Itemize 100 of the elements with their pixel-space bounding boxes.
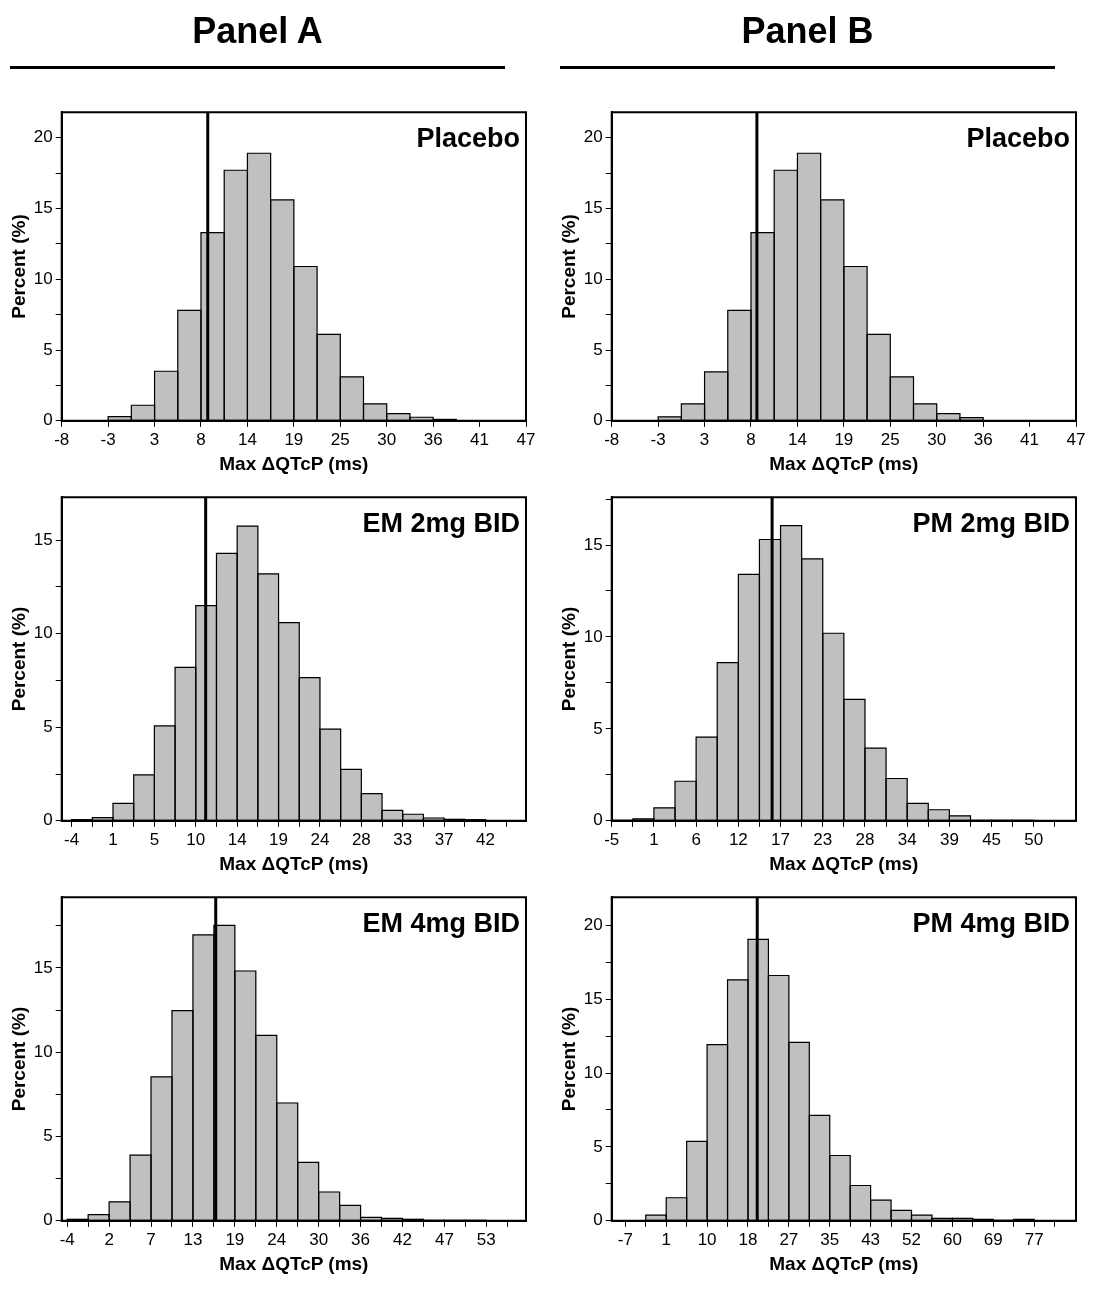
- x-tick-label: 37: [434, 829, 454, 849]
- x-tick-label: 12: [728, 829, 748, 849]
- x-tick-label: 13: [183, 1229, 203, 1249]
- x-tick-label: 14: [237, 429, 257, 449]
- x-tick-label: 36: [973, 429, 993, 449]
- x-tick-label: 25: [880, 429, 900, 449]
- y-tick-label: 10: [583, 268, 603, 288]
- x-tick-label: -3: [100, 429, 116, 449]
- x-tick-label: 42: [476, 829, 495, 849]
- y-tick-label: 20: [583, 127, 603, 147]
- x-tick-label: 8: [196, 429, 206, 449]
- x-tick-label: 45: [982, 829, 1002, 849]
- y-tick-label: 10: [33, 268, 53, 288]
- y-tick-label: 5: [593, 339, 603, 359]
- x-tick-label: 27: [779, 1229, 799, 1249]
- y-tick-label: 0: [593, 410, 603, 430]
- y-axis-title: Percent (%): [7, 214, 29, 319]
- x-tick-label: 69: [983, 1229, 1003, 1249]
- y-tick-label: 0: [43, 1210, 53, 1230]
- x-tick-label: 3: [149, 429, 160, 449]
- x-tick-label: 28: [351, 829, 371, 849]
- y-tick-label: 20: [583, 914, 603, 934]
- y-axis-title: Percent (%): [557, 606, 579, 712]
- y-tick-label: 10: [33, 623, 53, 643]
- x-tick-label: 5: [149, 829, 160, 849]
- x-tick-label: 28: [855, 829, 875, 849]
- x-tick-label: 42: [393, 1229, 412, 1249]
- x-tick-label: -8: [54, 429, 70, 449]
- x-tick-label: 47: [516, 429, 536, 449]
- x-tick-label: 19: [225, 1229, 245, 1249]
- x-tick-label: 60: [942, 1229, 962, 1249]
- x-tick-label: 10: [697, 1229, 717, 1249]
- x-tick-label: -4: [64, 829, 80, 849]
- x-tick-label: 8: [746, 429, 756, 449]
- y-tick-label: 15: [33, 198, 53, 218]
- x-axis-title: Max ΔQTcP (ms): [219, 852, 369, 874]
- x-tick-label: 10: [186, 829, 206, 849]
- x-tick-label: 19: [269, 829, 289, 849]
- y-tick-label: 10: [583, 1062, 603, 1082]
- y-axis-title: Percent (%): [557, 214, 579, 319]
- x-tick-label: 7: [146, 1229, 156, 1249]
- x-tick-label: 41: [1020, 429, 1040, 449]
- x-tick-label: 24: [310, 829, 330, 849]
- x-tick-label: 47: [1066, 429, 1086, 449]
- y-tick-label: 5: [43, 716, 53, 736]
- x-tick-label: 19: [284, 429, 304, 449]
- x-tick-label: 52: [902, 1229, 921, 1249]
- x-tick-label: 1: [108, 829, 118, 849]
- x-tick-label: 47: [434, 1229, 454, 1249]
- y-tick-label: 5: [43, 1126, 53, 1146]
- y-tick-label: 5: [593, 1136, 603, 1156]
- x-tick-label: 30: [309, 1229, 329, 1249]
- x-tick-label: 34: [897, 829, 917, 849]
- x-tick-label: 14: [787, 429, 807, 449]
- annotation: EM 4mg BID: [362, 908, 520, 939]
- x-tick-label: 18: [738, 1229, 758, 1249]
- annotation: Placebo: [416, 123, 520, 154]
- y-tick-label: 15: [33, 529, 53, 549]
- x-tick-label: -5: [604, 829, 620, 849]
- x-tick-label: 24: [267, 1229, 287, 1249]
- y-axis-title: Percent (%): [7, 1006, 29, 1112]
- annotation: EM 2mg BID: [362, 508, 520, 539]
- y-tick-label: 15: [583, 198, 603, 218]
- x-tick-label: 17: [771, 829, 790, 849]
- y-tick-label: 10: [33, 1041, 53, 1061]
- x-tick-label: -8: [604, 429, 620, 449]
- x-tick-label: 53: [476, 1229, 496, 1249]
- x-tick-label: -3: [650, 429, 666, 449]
- x-tick-label: 36: [351, 1229, 371, 1249]
- x-axis-title: Max ΔQTcP (ms): [769, 1252, 919, 1274]
- x-tick-label: 3: [699, 429, 710, 449]
- x-tick-label: 33: [393, 829, 413, 849]
- x-tick-label: 23: [813, 829, 833, 849]
- x-tick-label: 25: [330, 429, 350, 449]
- annotation: PM 4mg BID: [912, 908, 1070, 939]
- x-tick-label: 41: [470, 429, 490, 449]
- x-axis-title: Max ΔQTcP (ms): [769, 852, 919, 874]
- x-tick-label: 19: [834, 429, 854, 449]
- x-tick-label: 30: [377, 429, 397, 449]
- x-tick-label: 6: [691, 829, 701, 849]
- x-tick-label: -4: [59, 1229, 75, 1249]
- x-tick-label: 2: [104, 1229, 114, 1249]
- x-tick-label: 50: [1024, 829, 1044, 849]
- y-tick-label: 15: [33, 957, 53, 977]
- x-axis-title: Max ΔQTcP (ms): [219, 1252, 369, 1274]
- y-tick-label: 5: [593, 718, 603, 738]
- x-axis-title: Max ΔQTcP (ms): [769, 452, 919, 474]
- y-tick-label: 0: [43, 410, 53, 430]
- y-tick-label: 5: [43, 339, 53, 359]
- y-tick-label: 0: [593, 810, 603, 830]
- x-tick-label: 39: [939, 829, 959, 849]
- y-axis-title: Percent (%): [557, 1006, 579, 1112]
- x-tick-label: 30: [927, 429, 947, 449]
- y-tick-label: 15: [583, 988, 603, 1008]
- y-tick-label: 0: [43, 810, 53, 830]
- chart-title: Panel A: [10, 10, 505, 69]
- x-tick-label: 36: [423, 429, 443, 449]
- x-tick-label: -7: [617, 1229, 633, 1249]
- x-tick-label: 1: [649, 829, 659, 849]
- x-tick-label: 77: [1024, 1229, 1044, 1249]
